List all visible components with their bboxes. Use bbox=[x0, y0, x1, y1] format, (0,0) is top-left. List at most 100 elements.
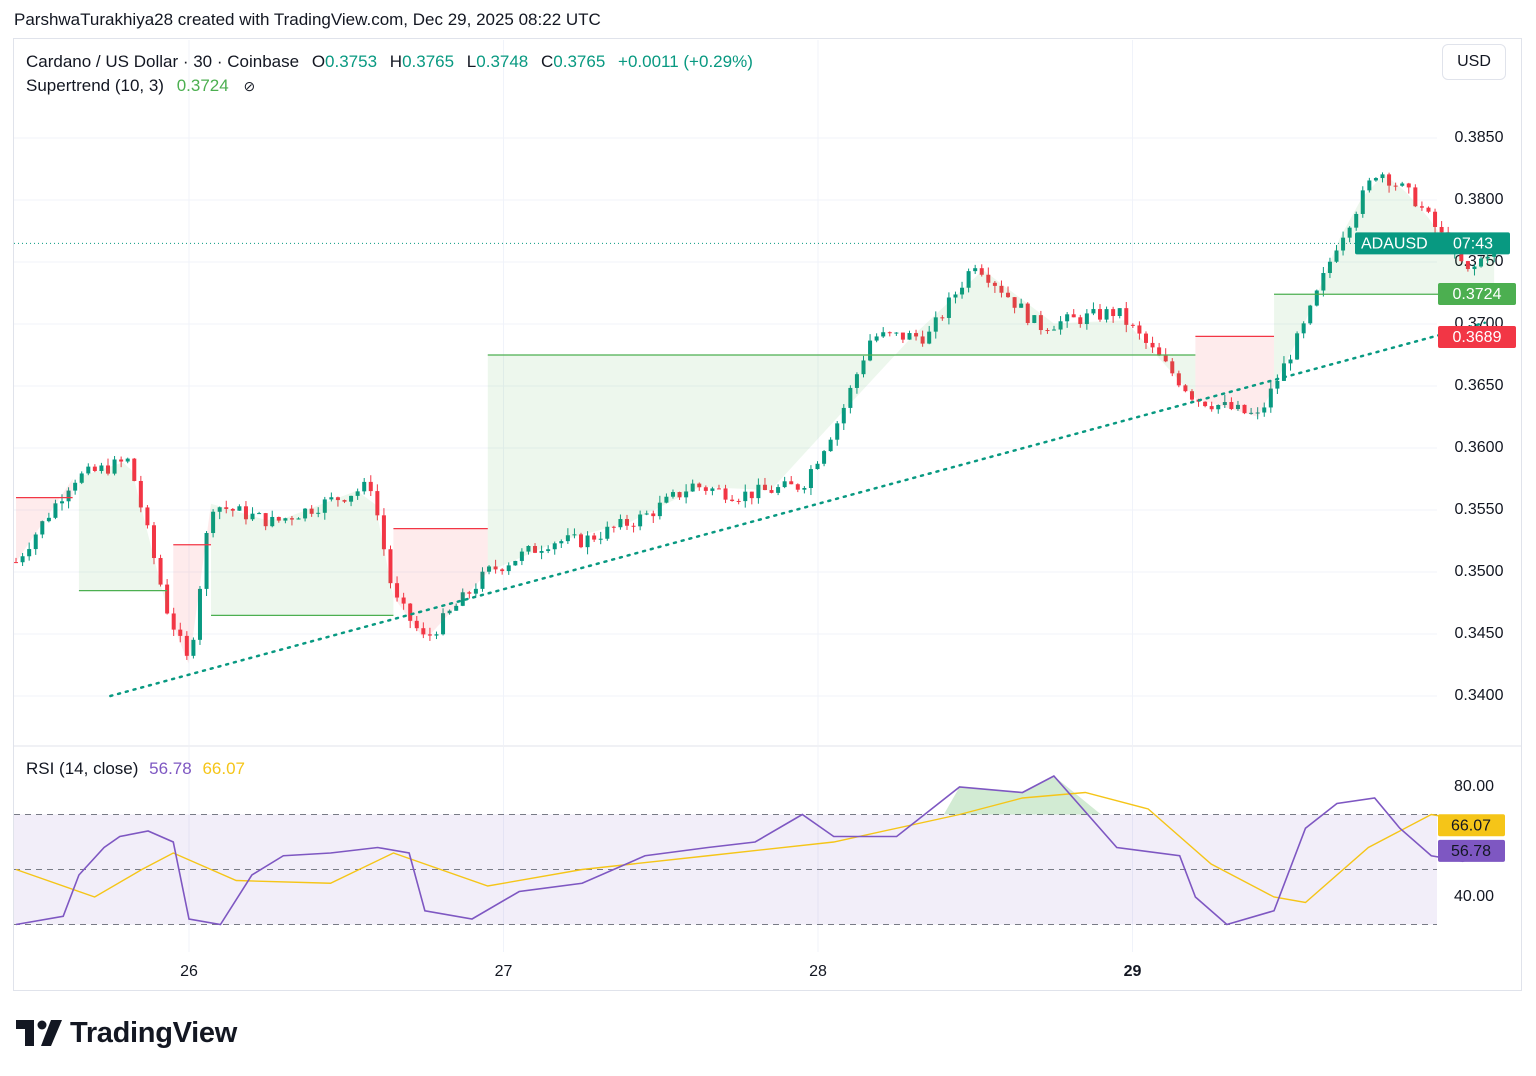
candle bbox=[999, 280, 1004, 298]
supertrend-name[interactable]: Supertrend (10, 3) bbox=[26, 76, 164, 95]
price-tick-label: 0.3400 bbox=[1455, 687, 1504, 704]
candle bbox=[638, 510, 643, 531]
candle-body bbox=[191, 639, 196, 656]
candle bbox=[138, 475, 143, 513]
candle bbox=[1098, 304, 1103, 322]
candle bbox=[572, 528, 577, 539]
rsi-line bbox=[15, 774, 1495, 926]
low-label: L bbox=[466, 52, 477, 71]
candle bbox=[145, 505, 150, 529]
candle bbox=[1485, 254, 1490, 264]
candle bbox=[257, 511, 262, 515]
candle bbox=[105, 458, 110, 476]
candle-body bbox=[605, 526, 610, 539]
candle-body bbox=[1084, 313, 1089, 325]
candle-body bbox=[349, 495, 354, 502]
candle-body bbox=[1143, 333, 1148, 343]
candle-body bbox=[716, 488, 721, 490]
rsi-overbought-fill bbox=[943, 776, 1102, 815]
supertrend-fill bbox=[393, 528, 488, 636]
candle bbox=[53, 499, 58, 520]
candle bbox=[1301, 321, 1306, 339]
supertrend-badge: 0.3724 bbox=[1438, 283, 1516, 305]
candle bbox=[217, 506, 222, 520]
candle-body bbox=[158, 558, 163, 585]
candle bbox=[1249, 407, 1254, 415]
candle bbox=[986, 267, 991, 288]
candle-body bbox=[151, 525, 156, 559]
candle-body bbox=[322, 499, 327, 513]
candle-body bbox=[53, 503, 58, 518]
candle bbox=[1347, 226, 1352, 243]
candle-body bbox=[14, 562, 19, 564]
candle bbox=[1045, 328, 1050, 334]
candle-body bbox=[414, 620, 419, 629]
candle bbox=[1406, 182, 1411, 194]
price-tick-label: 0.3500 bbox=[1455, 563, 1504, 580]
candle bbox=[960, 281, 965, 299]
candle-body bbox=[145, 507, 150, 526]
candle-body bbox=[894, 332, 899, 334]
candle bbox=[197, 585, 202, 645]
candle bbox=[703, 485, 708, 495]
candle bbox=[342, 499, 347, 504]
candle-body bbox=[329, 497, 334, 500]
candle bbox=[335, 496, 340, 507]
candle-body bbox=[276, 516, 281, 521]
candle bbox=[513, 560, 518, 566]
candle bbox=[1189, 389, 1194, 404]
candle bbox=[894, 332, 899, 336]
candle bbox=[1222, 394, 1227, 409]
candle bbox=[1071, 309, 1076, 318]
candle-body bbox=[657, 502, 662, 517]
candle-body bbox=[112, 459, 117, 474]
candle-body bbox=[690, 483, 695, 492]
candle bbox=[368, 475, 373, 497]
tradingview-wordmark: TradingView bbox=[70, 1016, 237, 1049]
candle bbox=[86, 463, 91, 476]
candle bbox=[473, 583, 478, 596]
candle-body bbox=[165, 584, 170, 614]
candle bbox=[434, 631, 439, 640]
candle-body bbox=[533, 545, 538, 553]
candle-body bbox=[526, 545, 531, 552]
candle bbox=[1295, 331, 1300, 360]
candle-body bbox=[480, 571, 485, 589]
candle-body bbox=[1479, 258, 1484, 267]
rsi-name[interactable]: RSI (14, close) bbox=[26, 759, 139, 778]
currency-button[interactable]: USD bbox=[1442, 44, 1506, 80]
rsi-ma-value: 66.07 bbox=[202, 759, 245, 778]
candle bbox=[1373, 177, 1378, 182]
candle bbox=[1465, 260, 1470, 272]
candle bbox=[1209, 401, 1214, 412]
candle bbox=[1275, 374, 1280, 394]
candle-body bbox=[887, 332, 892, 334]
high-value: 0.3765 bbox=[402, 52, 455, 71]
candle bbox=[684, 484, 689, 504]
candle-body bbox=[789, 481, 794, 485]
candle-body bbox=[1485, 256, 1490, 259]
candle-body bbox=[73, 482, 78, 491]
candle-body bbox=[1426, 207, 1431, 212]
symbol-title[interactable]: Cardano / US Dollar · 30 · Coinbase bbox=[26, 52, 300, 71]
hide-eye-icon[interactable]: ⊘ bbox=[243, 78, 256, 94]
candle-body bbox=[138, 480, 143, 508]
candle bbox=[933, 311, 938, 339]
candle bbox=[1413, 184, 1418, 208]
candle-body bbox=[1268, 388, 1273, 408]
supertrend-value: 0.3724 bbox=[176, 76, 229, 95]
candle bbox=[119, 456, 124, 468]
candle-body bbox=[1012, 297, 1017, 308]
tradingview-logo: TradingView bbox=[16, 1013, 237, 1053]
candle-body bbox=[506, 565, 511, 572]
candle bbox=[716, 484, 721, 490]
rsi-ma-line bbox=[15, 791, 1495, 904]
candle-body bbox=[27, 549, 32, 557]
candle bbox=[441, 608, 446, 636]
candle bbox=[1255, 407, 1260, 420]
candles bbox=[14, 172, 1497, 660]
candle bbox=[605, 521, 610, 541]
candle-body bbox=[1262, 407, 1267, 413]
candle bbox=[1426, 206, 1431, 214]
